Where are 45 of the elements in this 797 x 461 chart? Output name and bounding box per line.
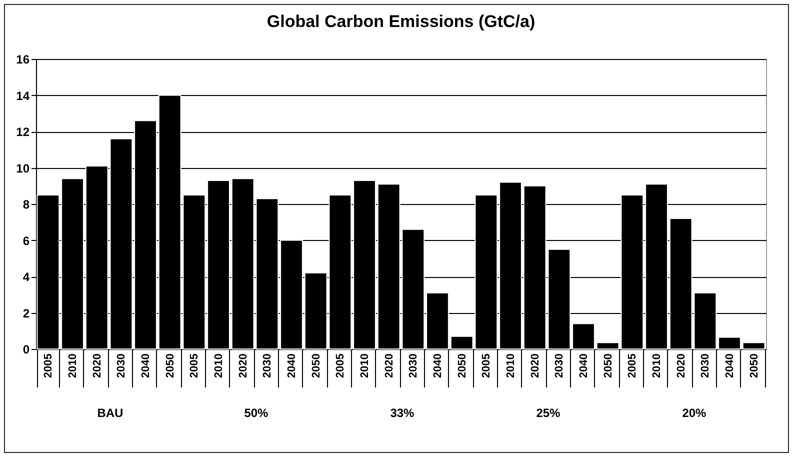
x-tick-label: 2040 [724, 354, 736, 378]
x-tick-label: 2010 [67, 354, 79, 378]
text: 25% [536, 406, 561, 420]
y-tick-label: 4 [22, 270, 30, 284]
x-tick-label: 2010 [505, 354, 517, 378]
x-tick-label: 2050 [456, 354, 468, 378]
x-tick-label: 2020 [383, 354, 396, 378]
x-tick-label: 2030 [700, 354, 712, 378]
x-tick-label: 2040 [432, 354, 444, 378]
text: BAU [97, 406, 124, 420]
x-tick-label: 2030 [408, 354, 420, 378]
text: 33% [390, 406, 415, 420]
x-tick-label: 2005 [334, 354, 347, 378]
x-tick-label: 2050 [748, 354, 760, 378]
x-tick-label: 2010 [651, 354, 663, 378]
x-tick-label: 2020 [91, 354, 104, 378]
text: 20% [682, 406, 707, 420]
x-tick-label: 2020 [237, 354, 250, 378]
y-tick-label: 0 [22, 342, 30, 356]
y-tick-label: 16 [16, 52, 30, 66]
x-tick-label: 2030 [262, 354, 274, 378]
x-tick-label: 2010 [359, 354, 371, 378]
x-tick-label: 2050 [310, 354, 322, 378]
y-tick-label: 10 [16, 161, 30, 176]
chart-title: Global Carbon Emissions (GtC/a) [266, 12, 536, 31]
x-tick-label: 2030 [554, 354, 566, 378]
x-tick-label: 2050 [164, 354, 176, 378]
x-tick-label: 2010 [213, 354, 225, 378]
x-tick-label: 2040 [286, 354, 298, 378]
text: 50% [244, 406, 269, 420]
x-tick-label: 2030 [116, 354, 128, 378]
x-tick-label: 2020 [529, 354, 542, 378]
x-tick-label: 2050 [602, 354, 614, 378]
y-tick-label: 14 [16, 88, 30, 103]
y-tick-label: 8 [22, 198, 30, 212]
x-tick-label: 2040 [578, 354, 590, 378]
x-tick-label: 2005 [188, 354, 201, 378]
x-tick-label: 2005 [626, 354, 639, 378]
x-tick-label: 2040 [140, 354, 152, 378]
x-tick-label: 2005 [42, 354, 55, 378]
x-tick-label: 2005 [480, 354, 493, 378]
x-tick-label: 2020 [675, 354, 688, 378]
y-tick-label: 2 [22, 306, 30, 320]
y-tick-label: 12 [16, 125, 30, 139]
y-tick-label: 6 [22, 234, 30, 248]
